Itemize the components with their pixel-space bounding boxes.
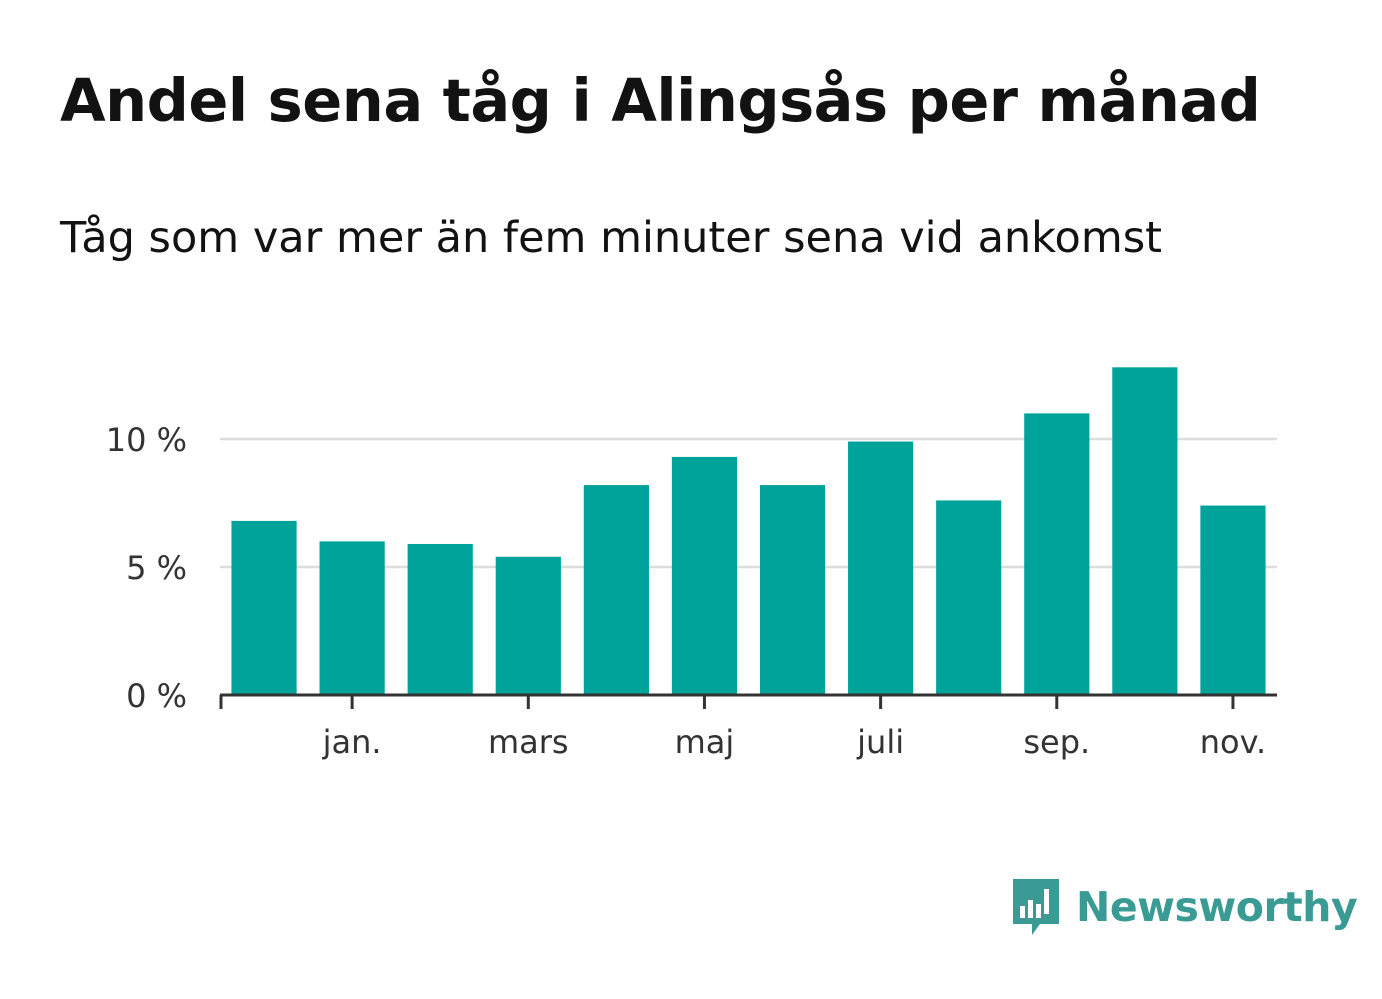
bar-maj [671, 456, 738, 695]
y-tick-label: 10 % [106, 421, 187, 459]
bar-juli [848, 441, 914, 695]
y-tick-label: 5 % [126, 549, 187, 587]
bar-april [583, 485, 649, 695]
bar-mars [495, 556, 561, 695]
chart-title: Andel sena tåg i Alingsås per månad [60, 66, 1261, 135]
bar-nov [1200, 505, 1266, 695]
y-tick-label: 0 % [126, 677, 187, 715]
grid-lines [220, 437, 1277, 569]
bars [231, 367, 1266, 695]
axis-labels: 0 % 5 % 10 % jan. mars maj juli sep. nov. [106, 421, 1266, 761]
bar-aug [936, 500, 1002, 695]
x-axis [219, 693, 1277, 709]
x-tick-label: juli [856, 723, 904, 761]
bar-okt [1112, 367, 1178, 695]
bar-feb [407, 543, 473, 695]
x-tick-label: nov. [1200, 723, 1266, 761]
bar-juni [759, 485, 826, 695]
x-tick-label: sep. [1023, 723, 1090, 761]
chart-subtitle: Tåg som var mer än fem minuter sena vid … [60, 213, 1163, 263]
bar-dec [231, 520, 297, 695]
x-tick-label: mars [488, 723, 569, 761]
bar-jan [319, 541, 385, 695]
x-tick-label: maj [675, 723, 735, 761]
brand-name: Newsworthy [1076, 883, 1358, 931]
bar-chart-speech-bubble-icon [1013, 879, 1059, 935]
x-tick-label: jan. [322, 723, 382, 761]
bar-sep [1024, 413, 1090, 695]
brand-logo: Newsworthy [1010, 876, 1358, 938]
